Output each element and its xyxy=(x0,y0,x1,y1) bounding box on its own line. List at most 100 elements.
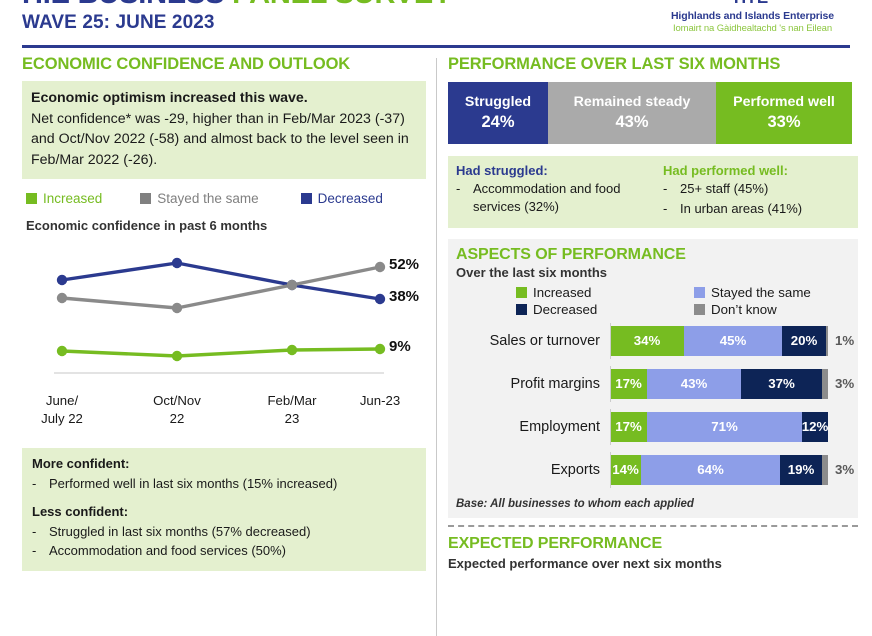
had-struggled-heading: Had struggled: xyxy=(456,163,548,178)
performance-detail-box: Had struggled: - Accommodation and food … xyxy=(448,156,858,228)
callout-body: Net confidence* was -29, higher than in … xyxy=(31,110,409,168)
page-header: HIE BUSINESS PANEL SURVEY WAVE 25: JUNE … xyxy=(0,0,872,52)
x-tick-label-1: June/July 22 xyxy=(41,393,83,426)
chart-base-note: Base: All businesses to whom each applie… xyxy=(456,497,694,510)
line-end-label-stayed-same: 52% xyxy=(389,256,420,274)
economic-confidence-line-chart: 52% 38% 9% xyxy=(22,239,426,389)
less-confident-list: - Struggled in last six months (57% decr… xyxy=(32,522,416,561)
table-row: Exports 14% 64% 19% 3% xyxy=(448,451,858,488)
aspects-legend-row-2: Decreased Don’t know xyxy=(516,302,850,317)
expected-performance-heading: EXPECTED PERFORMANCE xyxy=(448,534,663,552)
bar-label-exports: Exports xyxy=(550,461,600,478)
bar-segment-stayed-same: 45% xyxy=(684,325,782,356)
bar-label-employment: Employment xyxy=(519,418,600,435)
list-item: - Accommodation and food services (32%) xyxy=(456,180,653,217)
legend-label-increased: Increased xyxy=(533,284,592,300)
square-swatch-icon xyxy=(140,193,152,205)
line-chart-legend: Increased Stayed the same Decreased xyxy=(22,191,426,206)
bar-label-profit-margins: Profit margins xyxy=(510,375,600,392)
line-chart-x-labels: June/July 22 Oct/Nov 22 Feb/Mar 23 Jun-23 xyxy=(22,392,426,432)
logo-name-gaelic: Iomairt na Gàidhealtachd 's nan Eilean xyxy=(672,23,833,34)
bar-segment-stayed-same: 43% xyxy=(647,368,741,399)
left-column: ECONOMIC CONFIDENCE AND OUTLOOK Economic… xyxy=(22,55,426,636)
bar-segment-decreased: 19% xyxy=(780,454,822,485)
bar-segment-increased: 17% xyxy=(610,368,647,399)
x-tick-label-4: Jun-23 xyxy=(359,393,401,409)
callout-headline: Economic optimism increased this wave. xyxy=(31,90,308,106)
performance-summary-bar: Struggled 24% Remained steady 43% Perfor… xyxy=(448,82,852,144)
legend-item-increased: Increased xyxy=(516,285,694,300)
performance-cell-label: Struggled xyxy=(464,93,532,110)
performance-cell-value: 24% xyxy=(481,112,515,131)
bar-outside-label-dont-know: 1% xyxy=(835,333,855,349)
list-item: - Struggled in last six months (57% decr… xyxy=(32,522,416,542)
less-confident-heading: Less confident: xyxy=(32,503,129,519)
bar-segment-decreased: 12% xyxy=(802,411,828,442)
table-row: Employment 17% 71% 12% xyxy=(448,408,858,445)
square-swatch-icon xyxy=(694,286,705,298)
list-item-label: In urban areas (41%) xyxy=(680,201,803,217)
logo-abbreviation: HIE xyxy=(645,0,860,8)
bar-segment-dont-know xyxy=(822,454,828,485)
page-subtitle: WAVE 25: JUNE 2023 xyxy=(22,12,215,33)
bar-segment-stayed-same: 64% xyxy=(641,454,780,485)
line-end-label-decreased: 38% xyxy=(389,288,420,306)
confidence-drivers-box: More confident: - Performed well in last… xyxy=(22,448,426,571)
series-points-decreased xyxy=(56,258,386,305)
legend-label-decreased: Decreased xyxy=(317,191,383,207)
legend-item-decreased: Decreased xyxy=(300,191,383,207)
performance-cell-label: Performed well xyxy=(733,93,835,110)
list-item-label: Performed well in last six months (15% i… xyxy=(49,476,338,492)
square-swatch-icon xyxy=(694,303,705,315)
legend-item-increased: Increased xyxy=(26,191,102,206)
header-divider xyxy=(22,45,850,48)
x-tick-label-2: Oct/Nov 22 xyxy=(153,393,201,426)
bar-segment-dont-know xyxy=(826,325,828,356)
bar-segment-increased: 34% xyxy=(610,325,684,356)
aspects-of-performance-panel: ASPECTS OF PERFORMANCE Over the last six… xyxy=(448,238,858,518)
performance-heading: PERFORMANCE OVER LAST SIX MONTHS xyxy=(448,55,781,73)
bar-segment-decreased: 20% xyxy=(782,325,826,356)
series-line-decreased xyxy=(60,261,382,302)
bar-track-employment: 17% 71% 12% xyxy=(610,408,828,445)
bullet-dash-icon: - xyxy=(32,523,37,539)
aspects-heading: ASPECTS OF PERFORMANCE xyxy=(456,245,686,263)
square-swatch-icon xyxy=(516,286,527,298)
page-title-primary: HIE BUSINESS xyxy=(22,0,224,10)
bar-segment-increased: 17% xyxy=(610,411,647,442)
list-item: - 25+ staff (45%) xyxy=(663,180,850,198)
expected-performance-section: EXPECTED PERFORMANCE Expected performanc… xyxy=(448,535,858,571)
list-item: - In urban areas (41%) xyxy=(663,200,850,218)
series-points-stayed-same xyxy=(56,262,386,314)
performance-cell-label: Remained steady xyxy=(573,93,691,110)
square-swatch-icon xyxy=(516,303,527,315)
aspects-legend: Increased Stayed the same Decreased xyxy=(456,285,850,317)
section-dashed-divider xyxy=(448,524,858,527)
legend-label-stayed-same: Stayed the same xyxy=(157,191,259,207)
economic-confidence-heading: ECONOMIC CONFIDENCE AND OUTLOOK xyxy=(22,55,351,73)
bar-segment-decreased: 37% xyxy=(741,368,822,399)
legend-item-stayed-same: Stayed the same xyxy=(694,285,811,300)
bar-segment-stayed-same: 71% xyxy=(647,411,802,442)
series-line-increased xyxy=(60,347,382,359)
legend-item-dont-know: Don’t know xyxy=(694,302,777,317)
line-chart-svg xyxy=(56,258,386,362)
legend-item-decreased: Decreased xyxy=(516,302,694,317)
list-item-label: Accommodation and food services (50%) xyxy=(49,543,287,559)
column-divider xyxy=(436,58,437,636)
performance-cell-value: 43% xyxy=(615,112,649,131)
square-swatch-icon xyxy=(26,193,37,205)
legend-label-dont-know: Don’t know xyxy=(711,301,777,317)
table-row: Sales or turnover 34% 45% 20% 1% xyxy=(448,322,858,359)
performance-cell-performed-well: Performed well 33% xyxy=(716,82,852,144)
list-item-label: Accommodation and food services (32%) xyxy=(473,181,621,215)
line-end-label-increased: 9% xyxy=(389,338,411,356)
performance-cell-value: 33% xyxy=(767,112,801,131)
bar-outside-label-dont-know: 3% xyxy=(835,462,855,478)
square-swatch-icon xyxy=(300,193,312,205)
performance-cell-struggled: Struggled 24% xyxy=(448,82,548,144)
list-item: - Performed well in last six months (15%… xyxy=(32,474,416,494)
series-points-increased xyxy=(56,344,386,362)
list-item-label: Struggled in last six months (57% decrea… xyxy=(49,523,311,539)
list-item: - Accommodation and food services (50%) xyxy=(32,541,416,561)
